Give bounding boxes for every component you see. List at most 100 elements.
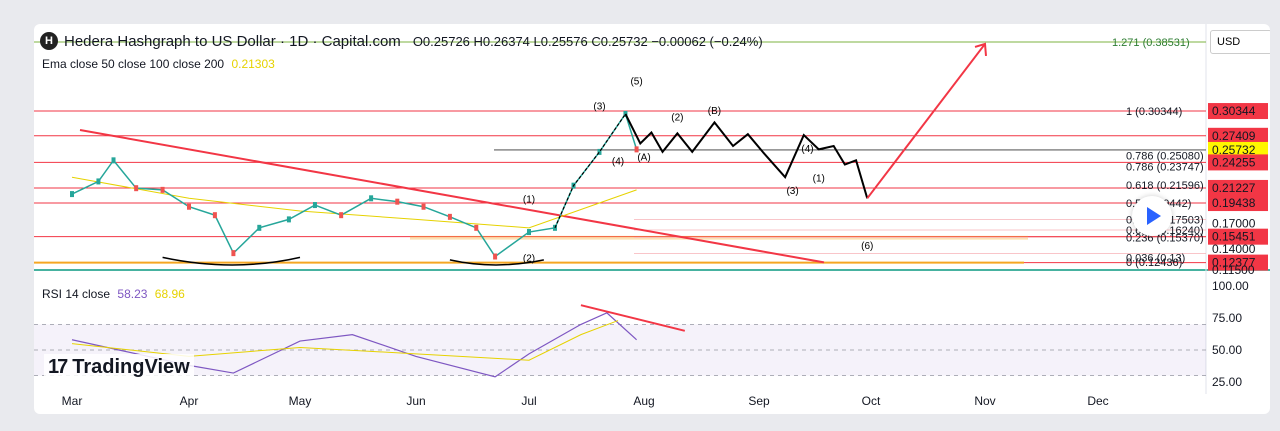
price-candle (527, 229, 531, 236)
price-candle (597, 148, 602, 155)
wave-label: (A) (637, 152, 650, 163)
price-candle (160, 186, 165, 193)
time-axis-label: May (289, 394, 312, 408)
chart-header: H Hedera Hashgraph to US Dollar · 1D · C… (40, 32, 763, 50)
time-axis-label: Aug (633, 394, 654, 408)
time-axis-label: Mar (62, 394, 83, 408)
tradingview-logo-icon: 17 (48, 356, 68, 378)
price-candle (134, 185, 139, 192)
price-tag (1208, 154, 1268, 171)
rsi-legend[interactable]: RSI 14 close 58.23 68.96 (42, 287, 185, 301)
price-candle (96, 178, 101, 185)
target-arrow (866, 43, 986, 199)
price-candle (231, 250, 236, 257)
play-button[interactable] (1132, 196, 1172, 236)
price-candle (369, 195, 374, 202)
wave-label: (5) (630, 76, 642, 87)
currency-selector[interactable]: USD (1210, 30, 1270, 54)
chart-svg: (1) (2) (3) (4) (5) (A) (B) (1) (2) (3) (4) (6) 1.27… (34, 24, 1270, 408)
wave-label: (4) (801, 144, 813, 155)
rsi-axis-label: 25.00 (1212, 375, 1242, 389)
time-axis-label: Jul (521, 394, 536, 408)
fib-label: 0.236 (0.15370) (1126, 232, 1204, 244)
wave-label: (1) (813, 173, 825, 184)
price-tag (1208, 228, 1268, 245)
price-candle (312, 202, 317, 209)
rsi-ma-value: 68.96 (154, 287, 185, 301)
rsi-axis-label: 100.00 (1212, 279, 1249, 293)
price-axis-label: 0.24255 (1212, 155, 1256, 169)
price-axis-label: 0.14000 (1212, 242, 1256, 256)
tradingview-watermark: 17 TradingView (44, 354, 194, 381)
price-tag (1208, 179, 1268, 196)
ema-legend[interactable]: Ema close 50 close 100 close 200 0.21303 (42, 57, 275, 71)
price-candle (70, 191, 74, 198)
price-candle (421, 203, 426, 210)
rounded-bottom-1 (162, 256, 301, 266)
tradingview-wordmark: TradingView (72, 356, 190, 378)
time-axis-label: Dec (1087, 394, 1108, 408)
price-candle (447, 213, 452, 220)
time-axis-label: Sep (748, 394, 770, 408)
price-candle (339, 212, 344, 219)
price-tag (1208, 127, 1268, 144)
price-axis-label: 0.19438 (1212, 196, 1256, 210)
rsi-label: RSI 14 close (42, 287, 111, 301)
price-axis-label: 0.17000 (1212, 217, 1256, 231)
ohlc-values: O0.25726 H0.26374 L0.25576 C0.25732 −0.0… (412, 33, 763, 49)
time-axis-label: Jun (406, 394, 425, 408)
price-axis-label: 0.15451 (1212, 230, 1256, 244)
rsi-divergence-line (580, 304, 686, 332)
ema-value: 0.21303 (231, 57, 275, 71)
ema-line (71, 176, 637, 229)
time-axis-label: Apr (180, 394, 199, 408)
fib-label: 0.786 (0.25080) (1126, 150, 1204, 162)
wave-projection (624, 113, 869, 199)
wave-label: (2) (523, 254, 535, 265)
wave-label: (B) (708, 106, 721, 117)
descending-trendline (79, 128, 825, 264)
price-tag (1208, 103, 1268, 120)
fib-label: 1.271 (0.38531) (1112, 37, 1190, 49)
hedera-logo-icon: H (40, 32, 58, 50)
play-icon (1147, 207, 1161, 225)
rsi-axis-label: 75.00 (1212, 311, 1242, 325)
fib-label: 0.036 (0.13) (1126, 252, 1185, 264)
price-axis-label: 0.27409 (1212, 129, 1256, 143)
wave-label: (4) (612, 157, 624, 168)
price-candle (634, 146, 639, 153)
price-candle (212, 212, 217, 219)
rsi-axis-label: 50.00 (1212, 343, 1242, 357)
price-axis-label: 0.12377 (1212, 256, 1256, 270)
price-tag (1208, 254, 1268, 271)
price-candle (395, 198, 400, 205)
price-axis-label: 0.25732 (1212, 143, 1256, 157)
fib-label: 0 (0.12436) (1126, 257, 1182, 269)
fib-label: 0.786 (0.23747) (1126, 162, 1204, 174)
price-candle (493, 253, 498, 260)
price-candle (187, 203, 191, 210)
chart-title[interactable]: Hedera Hashgraph to US Dollar · 1D · Cap… (64, 32, 401, 50)
wave-label: (3) (593, 102, 605, 113)
wave-label: (1) (523, 195, 535, 206)
impulse-wave (554, 113, 626, 229)
price-candle (474, 224, 479, 231)
price-candle (286, 216, 291, 223)
time-axis-label: Nov (974, 394, 995, 408)
price-axis-label: 0.11500 (1212, 263, 1255, 277)
chart-frame: (1) (2) (3) (4) (5) (A) (B) (1) (2) (3) (4) (6) 1.27… (34, 24, 1270, 414)
fib-label: 0.618 (0.21596) (1126, 180, 1204, 192)
ema-label: Ema close 50 close 100 close 200 (42, 57, 225, 71)
wave-label: (3) (786, 186, 798, 197)
rsi-value: 58.23 (117, 287, 148, 301)
time-axis-label: Oct (862, 394, 881, 408)
wave-label: (6) (861, 241, 873, 252)
target-arrowhead (974, 42, 987, 57)
price-axis-label: 0.30344 (1212, 104, 1256, 118)
price-tag (1208, 195, 1268, 212)
price-candle (257, 224, 262, 231)
price-axis-label: 0.21227 (1212, 181, 1256, 195)
rounded-bottom-2 (449, 259, 544, 266)
price-candle (111, 157, 116, 164)
wave-label: (2) (671, 113, 683, 124)
